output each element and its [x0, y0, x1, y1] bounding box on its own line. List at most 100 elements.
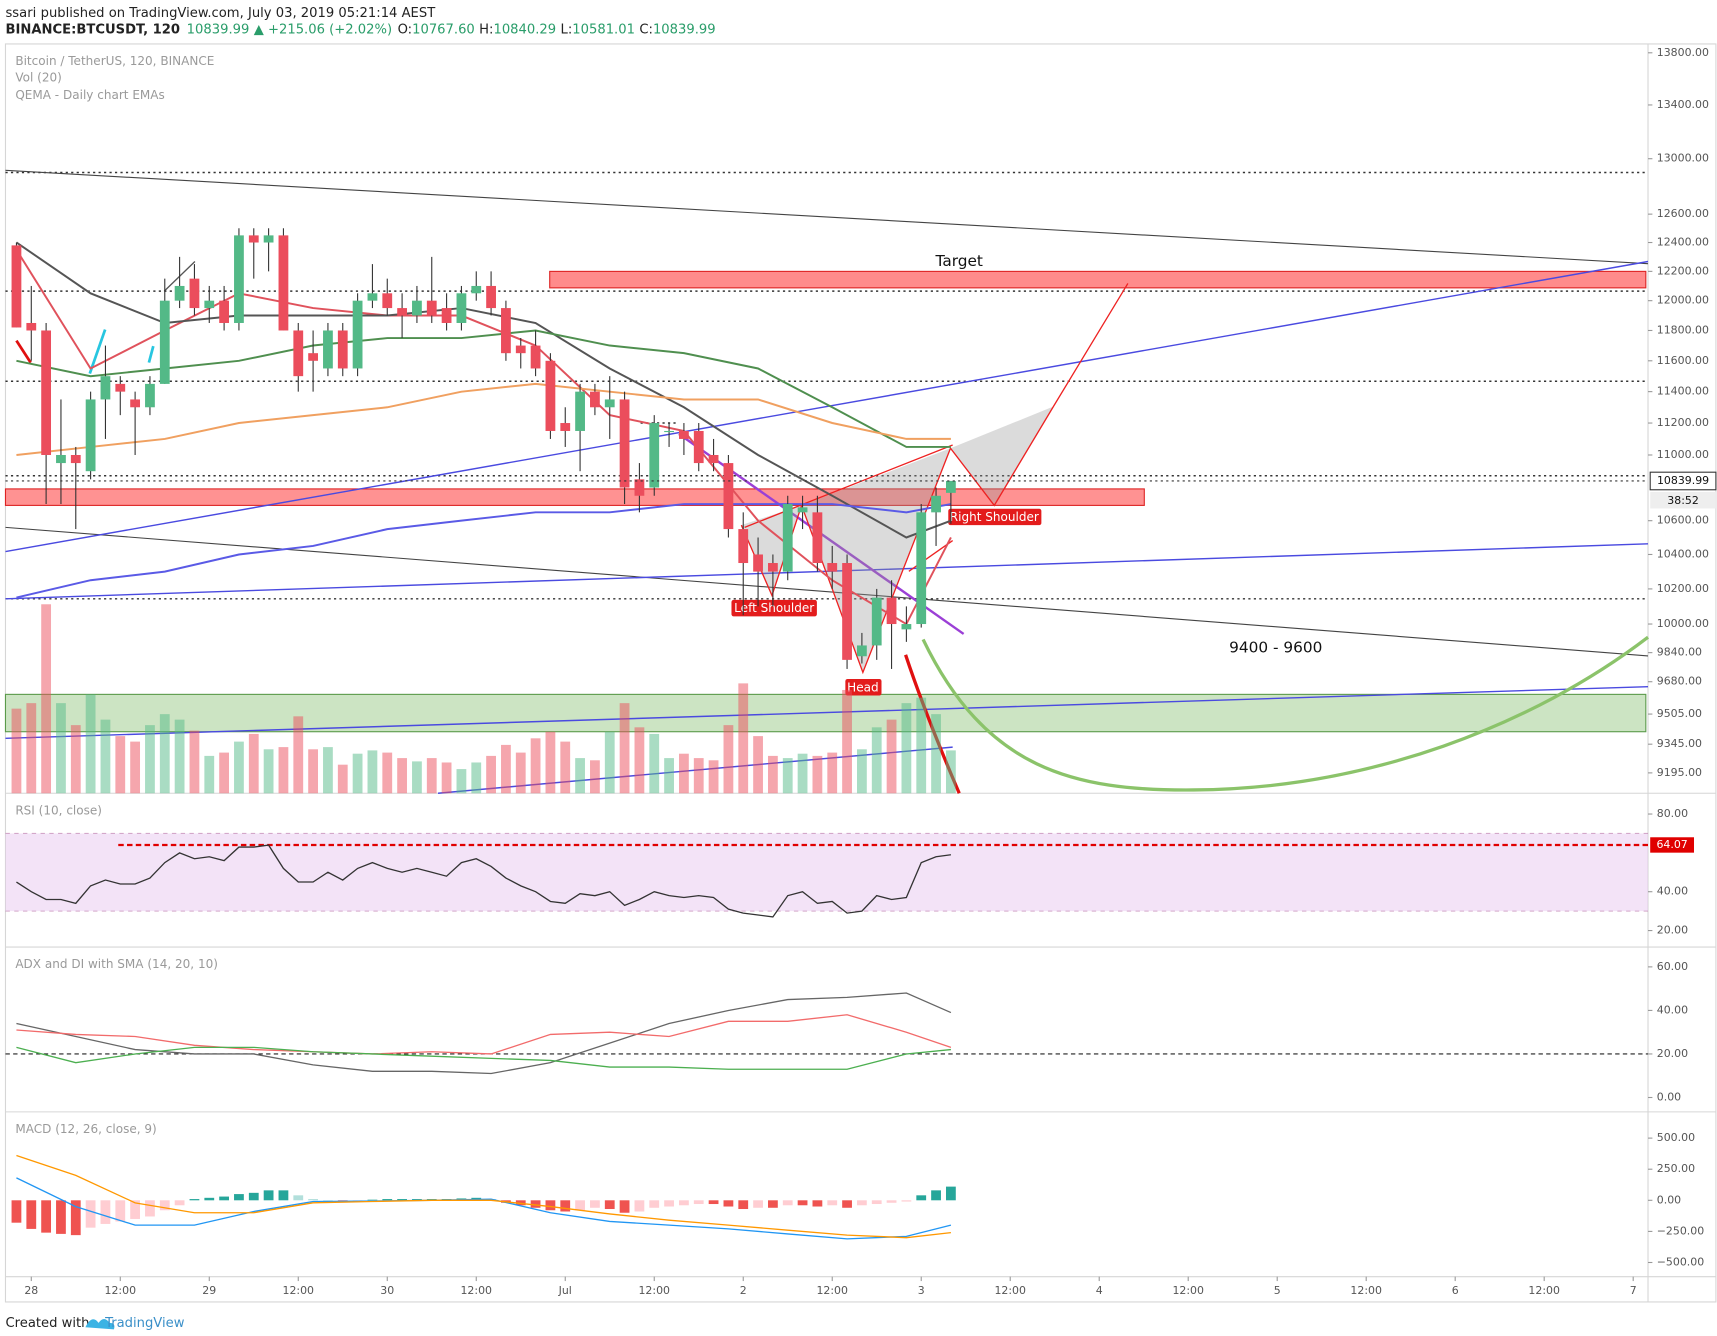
label-box	[948, 508, 1042, 526]
macd-bar	[41, 1200, 52, 1233]
volume-bar	[634, 727, 645, 794]
macd-bar	[812, 1200, 823, 1207]
macd-bar	[545, 1200, 556, 1211]
volume-bar	[664, 758, 674, 794]
candle-body	[293, 330, 304, 377]
x-tick-label: 12:00	[460, 1284, 492, 1297]
target-label: Target	[935, 252, 983, 270]
y-tick-label: 80.00	[1657, 807, 1688, 820]
macd-bar	[708, 1200, 719, 1205]
volume-bar	[886, 719, 897, 794]
volume-bar	[441, 762, 452, 794]
volume-bar	[130, 741, 141, 794]
candle-body	[619, 399, 630, 488]
x-tick-label: 12:00	[638, 1284, 670, 1297]
candle-body	[70, 454, 81, 464]
volume-bar	[486, 755, 496, 794]
volume-bar	[41, 604, 52, 794]
volume-bar	[412, 761, 422, 794]
candle-body	[679, 430, 689, 439]
volume-bar	[679, 753, 689, 794]
candle-body	[768, 563, 778, 572]
candle-body	[827, 563, 838, 572]
candle-body	[738, 529, 749, 564]
macd-bar	[26, 1200, 37, 1229]
y-tick-label: 13800.00	[1657, 46, 1709, 59]
candle-body	[263, 235, 274, 243]
macd-bar	[263, 1190, 274, 1201]
y-tick-label: 9840.00	[1657, 646, 1702, 659]
candle-body	[204, 300, 215, 309]
y-tick-label: 0.00	[1657, 1090, 1681, 1103]
x-tick-label: 30	[380, 1284, 394, 1297]
volume-bar	[901, 703, 912, 794]
volume-bar	[26, 703, 37, 794]
volume-bar	[397, 758, 407, 794]
candle-body	[11, 245, 22, 328]
candle-body	[634, 479, 645, 496]
macd-bar	[604, 1200, 615, 1210]
y-tick-label: 11800.00	[1657, 323, 1709, 336]
candle-body	[174, 285, 185, 301]
x-tick-label: 12:00	[105, 1284, 137, 1297]
macd-bar	[886, 1200, 897, 1203]
candle-body	[871, 597, 882, 646]
candle-body	[515, 345, 526, 354]
macd-bar	[768, 1200, 778, 1208]
macd-bar	[56, 1200, 66, 1234]
volume-bar	[189, 730, 200, 794]
x-tick-label: 6	[1452, 1284, 1459, 1297]
macd-bar	[293, 1195, 304, 1201]
volume-bar	[204, 755, 215, 794]
indicator-line	[16, 382, 951, 456]
volume-bar	[945, 750, 956, 794]
symbol: BINANCE:BTCUSDT, 120	[5, 23, 180, 38]
candle-body	[234, 235, 244, 323]
candle-body	[308, 353, 318, 361]
volume-bar	[278, 747, 289, 794]
indicator-line	[15, 241, 952, 539]
label-box	[845, 678, 882, 696]
macd-bar	[723, 1200, 734, 1207]
candle-body	[560, 423, 571, 431]
y-tick-label: 10400.00	[1657, 547, 1709, 560]
candle-body	[857, 645, 867, 657]
ohlc-key: C:	[639, 23, 653, 38]
macd-bar	[130, 1200, 141, 1219]
macd-bar	[664, 1200, 674, 1207]
volume-bar	[842, 689, 852, 794]
candle-body	[753, 554, 763, 572]
volume-bar	[85, 694, 96, 794]
volume-bar	[145, 725, 155, 794]
macd-bar	[753, 1200, 763, 1208]
candle-body	[248, 235, 259, 243]
candle-body	[441, 308, 452, 323]
volume-bar	[159, 714, 170, 794]
candle-body	[590, 391, 600, 408]
x-tick-label: 29	[202, 1284, 216, 1297]
volume-bar	[337, 764, 348, 794]
level-label: 64.07	[1656, 838, 1687, 851]
candle-body	[115, 383, 126, 392]
footer-brand[interactable]: TradingView	[104, 1316, 185, 1331]
footer-created: Created with	[5, 1316, 89, 1331]
macd-bar	[308, 1199, 318, 1201]
macd-bar	[931, 1190, 941, 1201]
macd-bar	[159, 1200, 170, 1211]
y-tick-label: 10000.00	[1657, 617, 1709, 630]
candle-body	[426, 300, 437, 316]
macd-bar	[278, 1190, 289, 1201]
volume-bar	[382, 752, 393, 794]
volume-bar	[11, 708, 22, 794]
volume-bar	[931, 714, 941, 794]
y-tick-label: 10200.00	[1657, 582, 1709, 595]
candle-body	[931, 495, 941, 513]
volume-bar	[174, 719, 185, 794]
volume-bar	[456, 769, 467, 794]
x-tick-label: 5	[1274, 1284, 1281, 1297]
candle-body	[664, 430, 674, 433]
candle-body	[797, 507, 808, 513]
